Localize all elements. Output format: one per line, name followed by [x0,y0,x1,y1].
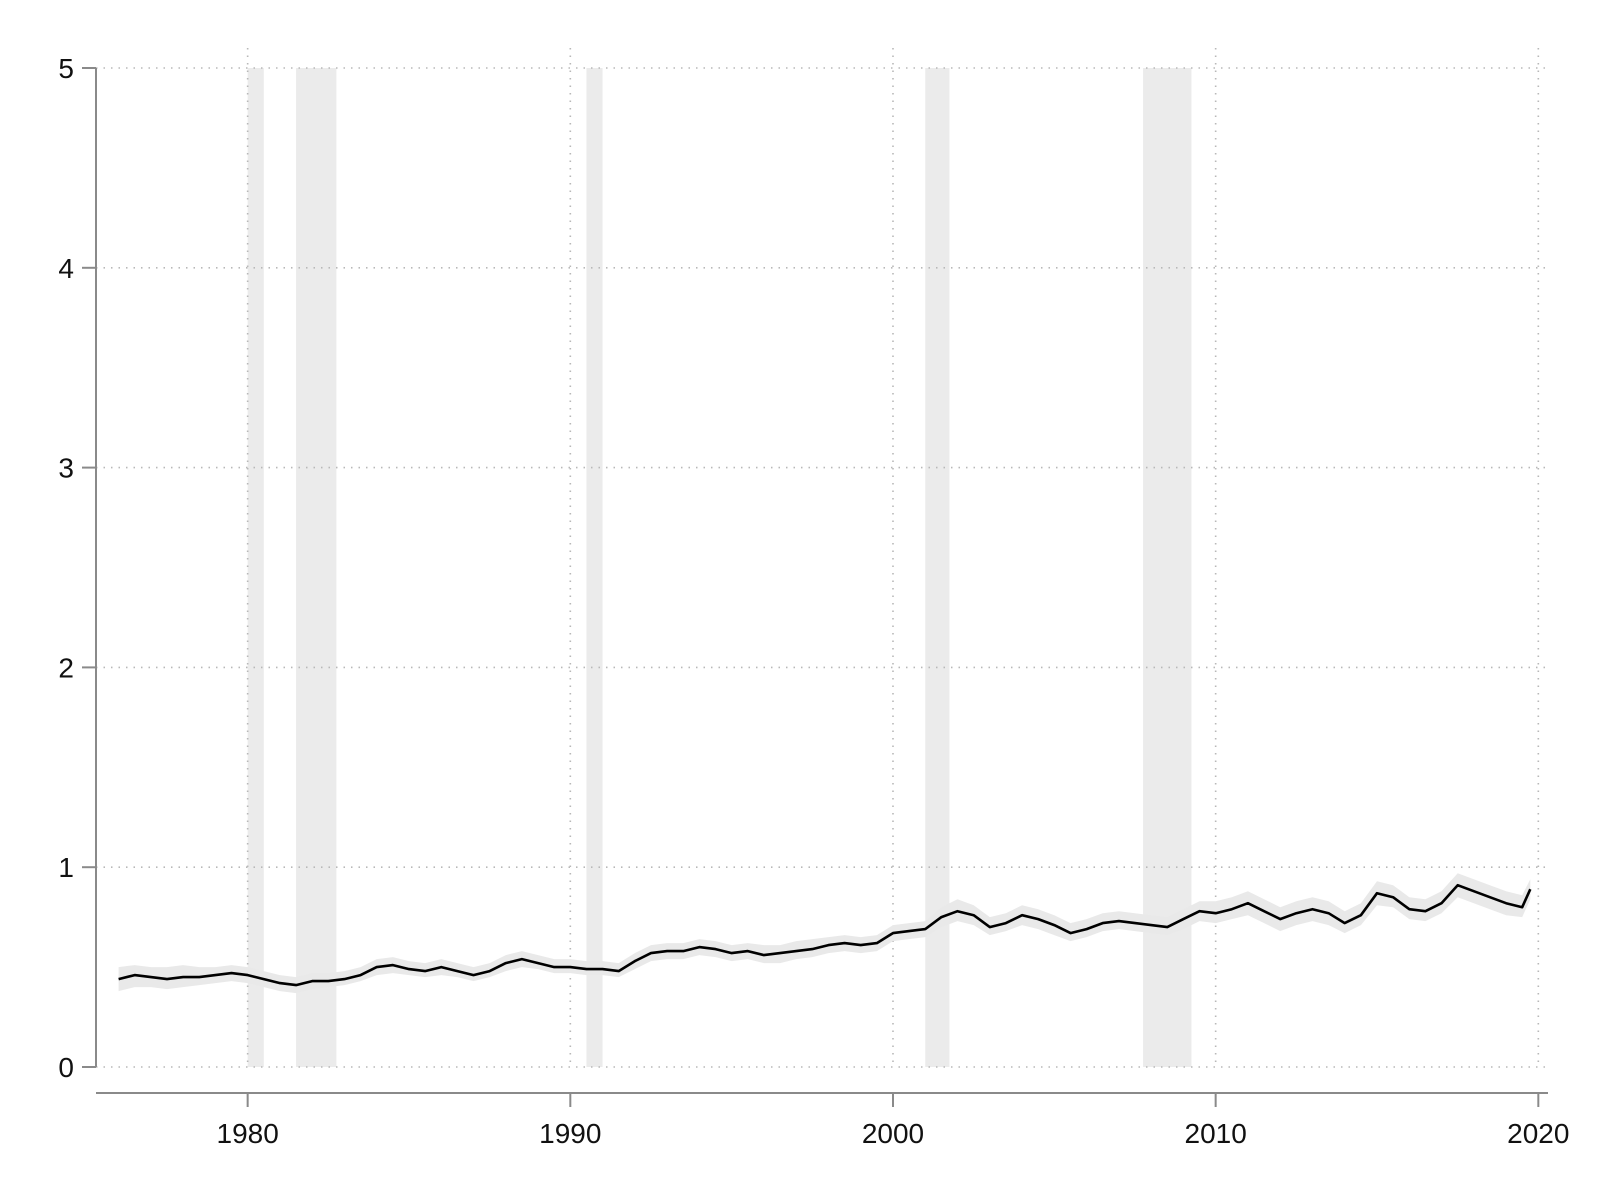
recession-band-0 [247,68,264,1067]
recession-band-2 [586,68,603,1067]
y-tick-label-4: 4 [58,253,74,284]
confidence-band-area [118,873,1531,994]
y-tick-label-0: 0 [58,1052,74,1083]
recession-band-3 [925,68,950,1067]
confidence-band [118,873,1531,994]
x-tick-label-3: 2010 [1185,1118,1247,1149]
y-tick-label-3: 3 [58,453,74,484]
x-tick-label-1: 1990 [539,1118,601,1149]
tick-marks-and-labels: 0 1 2 3 4 5 1980 1990 2000 2010 2020 [58,53,1569,1149]
y-tick-label-1: 1 [58,852,74,883]
recession-shading [247,68,1192,1067]
y-tick-label-5: 5 [58,53,74,84]
axes [95,68,1548,1094]
series-line [118,883,1532,987]
x-tick-label-2: 2000 [862,1118,924,1149]
y-tick-label-2: 2 [58,652,74,683]
recession-band-1 [296,68,337,1067]
x-tick-label-4: 2020 [1507,1118,1569,1149]
recession-band-4 [1143,68,1192,1067]
x-tick-label-0: 1980 [217,1118,279,1149]
series-line-layer [118,883,1532,987]
